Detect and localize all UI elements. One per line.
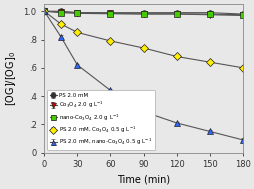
Legend: PS 2.0 mM, Co$_3$O$_4$ 2.0 g L$^{-1}$, nano-Co$_3$O$_4$ 2.0 g L$^{-1}$, PS 2.0 m: PS 2.0 mM, Co$_3$O$_4$ 2.0 g L$^{-1}$, n… bbox=[47, 90, 154, 150]
Y-axis label: [OG]/[OG]$_0$: [OG]/[OG]$_0$ bbox=[4, 51, 18, 106]
X-axis label: Time (min): Time (min) bbox=[117, 175, 169, 185]
